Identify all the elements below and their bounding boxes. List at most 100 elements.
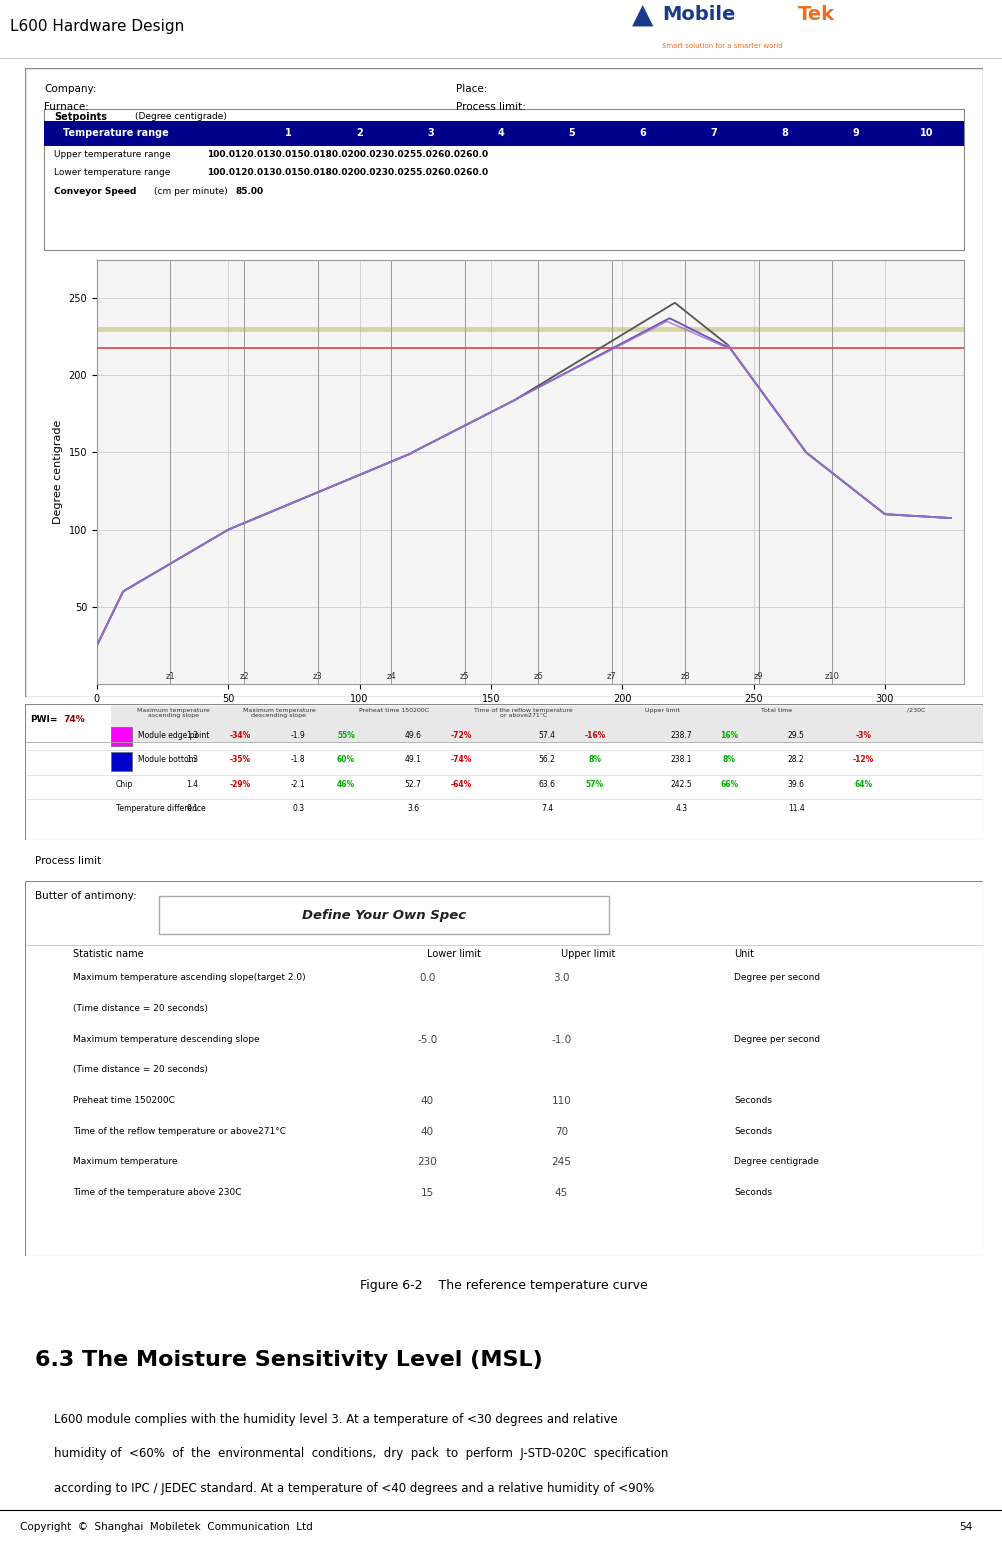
Text: 49.1: 49.1 [404, 755, 421, 764]
Text: Butter of antimony:: Butter of antimony: [35, 891, 136, 901]
Text: z8: z8 [679, 672, 689, 681]
Text: 245: 245 [551, 1157, 571, 1168]
Text: 40: 40 [421, 1096, 434, 1106]
Text: Time of the reflow temperature
or above271°C: Time of the reflow temperature or above2… [473, 707, 572, 718]
Text: 3.0: 3.0 [553, 974, 569, 983]
Text: Maximum temperature
descending slope: Maximum temperature descending slope [242, 707, 315, 718]
Text: -1.8: -1.8 [291, 755, 305, 764]
Text: Degree centigrade: Degree centigrade [733, 1157, 818, 1167]
Bar [44, 109, 963, 250]
Text: -1.0: -1.0 [551, 1034, 571, 1045]
Text: Conveyor Speed: Conveyor Speed [54, 188, 136, 196]
Text: 49.6: 49.6 [404, 730, 421, 740]
Text: Maximum temperature ascending slope(target 2.0): Maximum temperature ascending slope(targ… [73, 974, 306, 982]
Text: 8%: 8% [721, 755, 734, 764]
Text: 100.0120.0130.0150.0180.0200.0230.0255.0260.0260.0: 100.0120.0130.0150.0180.0200.0230.0255.0… [206, 168, 488, 177]
Text: Upper limit: Upper limit [561, 949, 615, 959]
Text: 9: 9 [852, 128, 858, 139]
Text: Setpoints: Setpoints [54, 112, 106, 122]
Text: z7: z7 [606, 672, 616, 681]
Text: Mobile: Mobile [661, 5, 734, 25]
Text: 110: 110 [551, 1096, 571, 1106]
Text: 40: 40 [421, 1126, 434, 1137]
X-axis label: Seconds: Seconds [506, 709, 553, 720]
Text: Place:: Place: [456, 83, 487, 94]
Text: z2: z2 [238, 672, 248, 681]
Text: 1.3: 1.3 [186, 755, 198, 764]
Bar [111, 706, 982, 743]
Text: 11.4: 11.4 [787, 804, 804, 814]
Y-axis label: Degree centigrade: Degree centigrade [53, 419, 63, 524]
Text: -12%: -12% [852, 755, 873, 764]
Text: 0.3: 0.3 [292, 804, 304, 814]
Text: 63.6: 63.6 [538, 780, 555, 789]
Text: -5.0: -5.0 [417, 1034, 437, 1045]
Text: z10: z10 [825, 672, 839, 681]
Text: Process limit: Process limit [35, 857, 101, 866]
Text: -3%: -3% [855, 730, 871, 740]
Text: 29.5: 29.5 [787, 730, 804, 740]
Bar [44, 122, 963, 146]
Text: Time of the temperature above 230C: Time of the temperature above 230C [73, 1188, 241, 1197]
Text: 55%: 55% [337, 730, 355, 740]
Text: Company:: Company: [44, 83, 96, 94]
Text: 5: 5 [568, 128, 575, 139]
Text: 238.1: 238.1 [669, 755, 691, 764]
Text: Chip: Chip [116, 780, 133, 789]
Text: z3: z3 [313, 672, 322, 681]
Text: 10: 10 [919, 128, 932, 139]
Text: 64%: 64% [854, 780, 872, 789]
Text: Preheat time 150200C: Preheat time 150200C [359, 707, 429, 712]
Text: /230C: /230C [906, 707, 924, 712]
Text: Maximum temperature
ascending slope: Maximum temperature ascending slope [137, 707, 209, 718]
Text: L600 module complies with the humidity level 3. At a temperature of <30 degrees : L600 module complies with the humidity l… [54, 1413, 617, 1425]
Text: 4.3: 4.3 [674, 804, 686, 814]
Text: 15: 15 [420, 1188, 434, 1199]
Text: 7: 7 [709, 128, 716, 139]
Text: -1.9: -1.9 [291, 730, 306, 740]
Text: -35%: -35% [229, 755, 250, 764]
Text: 57.4: 57.4 [538, 730, 555, 740]
Text: Total time: Total time [761, 707, 792, 712]
Text: Furnace:: Furnace: [44, 102, 89, 112]
Text: -29%: -29% [229, 780, 250, 789]
Text: 242.5: 242.5 [669, 780, 691, 789]
Text: Tek: Tek [797, 5, 834, 25]
Bar [159, 897, 609, 934]
Text: Module bottom: Module bottom [138, 755, 196, 764]
Text: (Degree centigrade): (Degree centigrade) [135, 112, 226, 120]
Text: z1: z1 [165, 672, 175, 681]
Text: Lower temperature range: Lower temperature range [54, 168, 170, 177]
Text: Copyright  ©  Shanghai  Mobiletek  Communication  Ltd: Copyright © Shanghai Mobiletek Communica… [20, 1523, 313, 1532]
Text: PWI=: PWI= [30, 715, 57, 724]
Text: 66%: 66% [719, 780, 737, 789]
Text: Upper temperature range: Upper temperature range [54, 149, 170, 159]
Text: z5: z5 [459, 672, 469, 681]
Text: 16%: 16% [719, 730, 737, 740]
Text: 238.7: 238.7 [669, 730, 691, 740]
Text: -16%: -16% [584, 730, 605, 740]
Text: Smart solution for a smarter world: Smart solution for a smarter world [661, 43, 782, 49]
Text: Seconds: Seconds [733, 1096, 772, 1105]
Text: 0.0: 0.0 [419, 974, 435, 983]
Text: 28.2: 28.2 [787, 755, 804, 764]
Text: Statistic name: Statistic name [73, 949, 143, 959]
Text: 0.1: 0.1 [186, 804, 198, 814]
Text: Lower limit: Lower limit [427, 949, 481, 959]
Bar [111, 752, 132, 770]
Text: 2: 2 [356, 128, 363, 139]
Text: according to IPC / JEDEC standard. At a temperature of <40 degrees and a relativ: according to IPC / JEDEC standard. At a … [54, 1482, 653, 1495]
Text: 1.3: 1.3 [186, 730, 198, 740]
Text: 4: 4 [497, 128, 504, 139]
Text: 100.0120.0130.0150.0180.0200.0230.0255.0260.0260.0: 100.0120.0130.0150.0180.0200.0230.0255.0… [206, 149, 488, 159]
Text: Maximum temperature descending slope: Maximum temperature descending slope [73, 1034, 260, 1043]
Text: Degree per second: Degree per second [733, 1034, 820, 1043]
Text: 3.6: 3.6 [407, 804, 419, 814]
Text: 46%: 46% [337, 780, 355, 789]
Text: -74%: -74% [450, 755, 471, 764]
Text: 54: 54 [959, 1523, 972, 1532]
Text: 57%: 57% [585, 780, 603, 789]
Text: 74%: 74% [63, 715, 85, 724]
Text: Temperature difference: Temperature difference [116, 804, 205, 814]
Text: Preheat time 150200C: Preheat time 150200C [73, 1096, 174, 1105]
